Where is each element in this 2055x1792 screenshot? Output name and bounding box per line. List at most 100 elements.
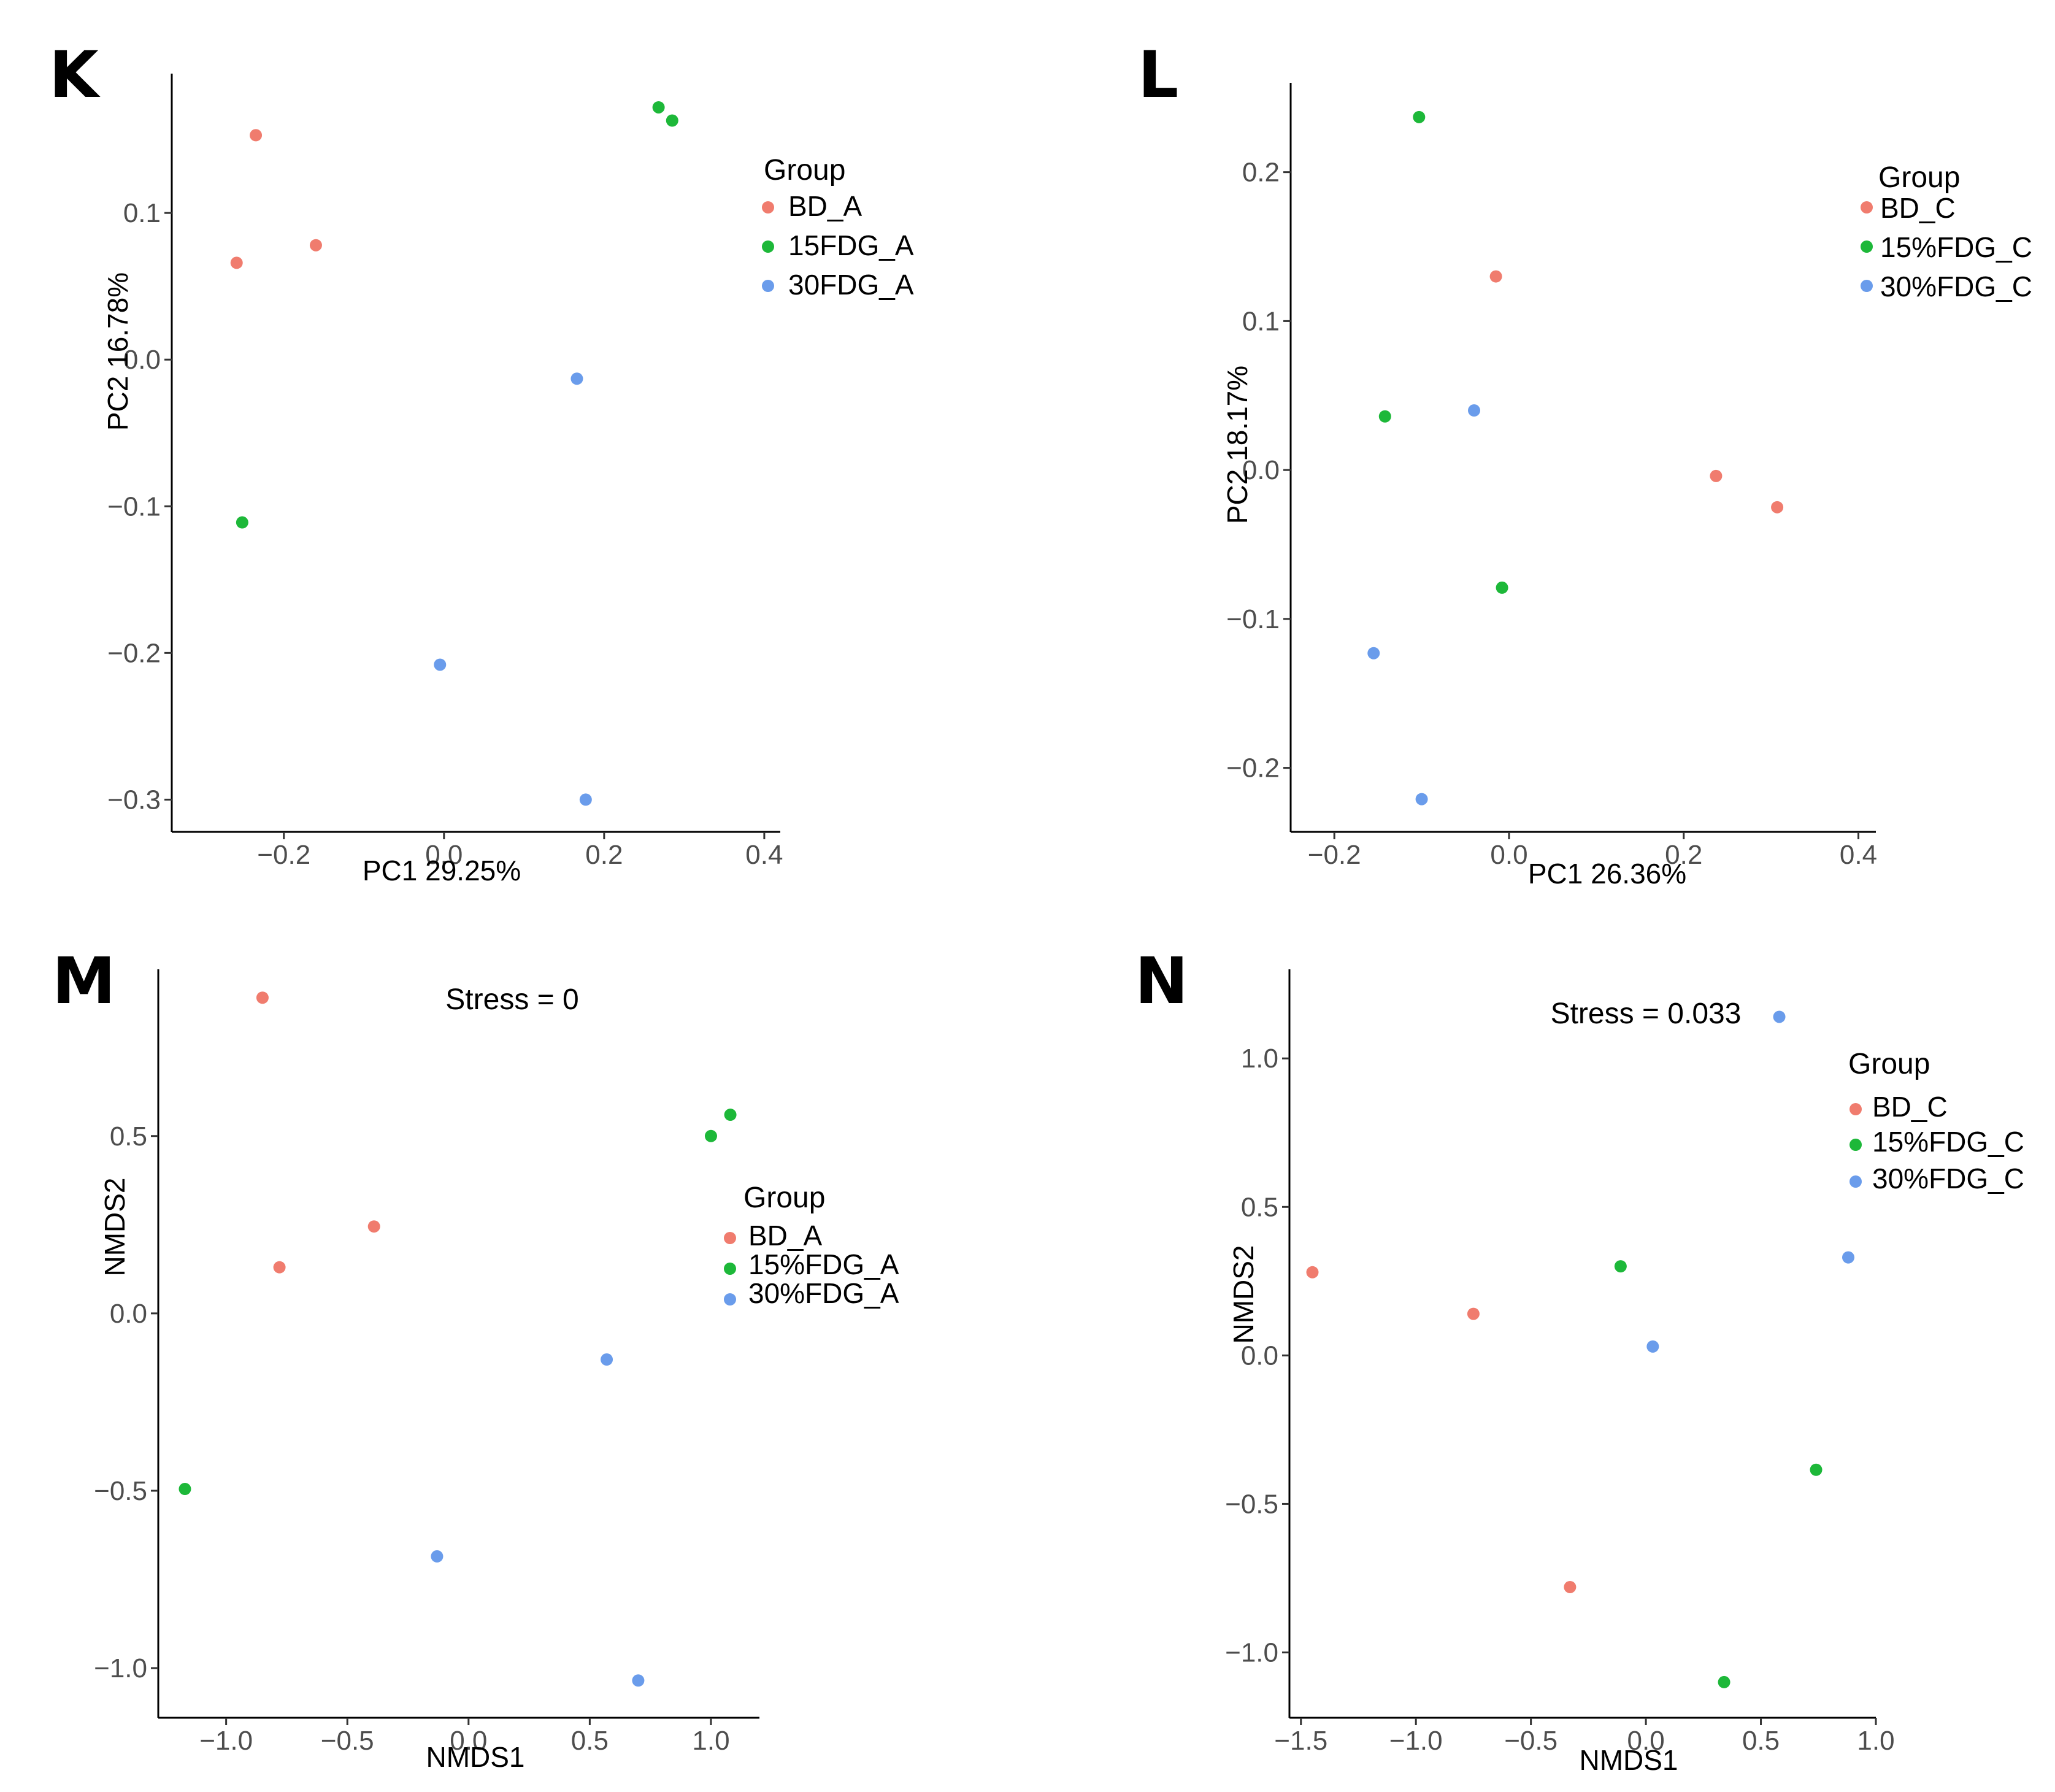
data-point-bd xyxy=(1564,1580,1577,1593)
x-tick-label: 0.2 xyxy=(585,840,623,870)
data-points xyxy=(230,101,678,806)
x-tick-label: −0.2 xyxy=(1308,840,1361,870)
axes: −0.2 0.0 0.2 0.4 0.1 0.0 −0.1 −0.2 −0.3 xyxy=(107,74,783,870)
legend-title: Group xyxy=(743,1182,825,1214)
panel-n: N −1.5 −1.0 −0.5 0.0 0.5 1.0 1.0 0.5 0.0 −0.5 −1.0… xyxy=(1135,944,2024,1776)
panel-letter: M xyxy=(52,944,116,1018)
legend-key-30fdg xyxy=(724,1293,736,1306)
legend-key-15fdg xyxy=(724,1263,736,1275)
legend-title: Group xyxy=(1878,161,1960,194)
panel-letter: N xyxy=(1135,944,1188,1018)
x-tick-label: −0.5 xyxy=(321,1726,374,1756)
data-point-bd xyxy=(230,256,243,269)
legend-label: 30%FDG_C xyxy=(1872,1163,2024,1194)
data-point-fdg30 xyxy=(1773,1010,1786,1023)
y-tick-label: 0.5 xyxy=(1241,1192,1278,1222)
data-point-bd xyxy=(309,239,322,252)
y-tick-label: 0.0 xyxy=(123,345,161,375)
y-tick-label: 0.1 xyxy=(123,198,161,228)
panel-letter: L xyxy=(1138,37,1178,112)
x-tick-label: 0.4 xyxy=(745,840,783,870)
data-point-fdg30 xyxy=(431,1550,444,1563)
x-tick-label: 1.0 xyxy=(1857,1726,1894,1756)
panel-k: K −0.2 0.0 0.2 0.4 0.1 0.0 −0.1 −0.2 −0.3 PC1 29… xyxy=(49,37,914,886)
legend-key-15fdg xyxy=(1861,240,1873,253)
legend-key-15fdg xyxy=(762,240,774,253)
data-point-bd xyxy=(1467,1307,1480,1320)
x-tick-label: 1.0 xyxy=(692,1726,729,1756)
data-point-fdg30 xyxy=(1646,1340,1659,1353)
data-point-fdg15 xyxy=(724,1109,737,1121)
y-tick-label: 0.0 xyxy=(1242,455,1280,485)
legend-key-30fdg xyxy=(762,280,774,292)
legend-label: 30FDG_A xyxy=(788,269,914,301)
x-axis-title: NMDS1 xyxy=(426,1741,524,1773)
stress-label: Stress = 0.033 xyxy=(1551,998,1742,1030)
x-axis-title: PC1 29.25% xyxy=(363,855,521,886)
data-point-bd xyxy=(367,1220,380,1233)
y-axis-title: PC2 18.17% xyxy=(1221,366,1253,524)
data-points xyxy=(1306,1010,1855,1688)
legend-key-15fdg xyxy=(1849,1139,1862,1151)
legend-key-bd xyxy=(762,201,774,213)
legend: Group BD_A 15FDG_A 30FDG_A xyxy=(762,154,914,301)
y-tick-label: 1.0 xyxy=(1241,1044,1278,1074)
legend-label: 15%FDG_C xyxy=(1872,1126,2024,1158)
legend-label: BD_A xyxy=(788,190,862,222)
legend-key-bd xyxy=(724,1232,736,1244)
y-tick-label: −0.1 xyxy=(107,491,161,521)
x-tick-label: 0.5 xyxy=(571,1726,609,1756)
y-tick-label: −0.1 xyxy=(1226,604,1280,634)
data-point-fdg15 xyxy=(704,1129,717,1142)
data-point-fdg30 xyxy=(1842,1251,1855,1264)
data-point-fdg15 xyxy=(1496,581,1508,594)
x-tick-label: 0.0 xyxy=(1490,840,1527,870)
y-tick-label: −0.5 xyxy=(1225,1489,1278,1519)
data-point-fdg15 xyxy=(236,516,248,529)
legend-label: BD_A xyxy=(748,1220,822,1252)
legend-title: Group xyxy=(1848,1048,1930,1080)
axes: −1.0 −0.5 0.0 0.5 1.0 0.5 0.0 −0.5 −1.0 xyxy=(94,969,759,1756)
y-tick-label: −1.0 xyxy=(1225,1637,1278,1667)
data-point-fdg30 xyxy=(579,793,592,806)
data-point-bd xyxy=(1306,1266,1319,1279)
data-point-fdg15 xyxy=(1718,1675,1730,1688)
y-tick-label: 0.5 xyxy=(110,1121,147,1152)
x-tick-label: −0.2 xyxy=(257,840,310,870)
data-point-fdg15 xyxy=(179,1483,191,1496)
data-point-fdg30 xyxy=(570,372,583,385)
legend-key-30fdg xyxy=(1849,1175,1862,1188)
panel-letter: K xyxy=(49,37,101,112)
axes: −1.5 −1.0 −0.5 0.0 0.5 1.0 1.0 0.5 0.0 −0.5 −1.0 xyxy=(1225,969,1895,1756)
y-tick-label: −0.2 xyxy=(1226,753,1280,783)
x-axis-title: PC1 26.36% xyxy=(1528,858,1686,890)
data-point-fdg15 xyxy=(1413,110,1426,123)
x-tick-label: 0.0 xyxy=(425,840,463,870)
x-tick-label: −1.0 xyxy=(1389,1726,1443,1756)
y-tick-label: −1.0 xyxy=(94,1653,147,1683)
legend-label: 15%FDG_C xyxy=(1880,231,2032,263)
data-point-fdg30 xyxy=(1415,793,1428,806)
y-tick-label: 0.0 xyxy=(110,1299,147,1329)
x-tick-label: 0.0 xyxy=(450,1726,487,1756)
data-points xyxy=(179,991,737,1687)
data-point-bd xyxy=(1489,270,1502,283)
x-axis-title: NMDS1 xyxy=(1579,1744,1678,1776)
data-point-fdg15 xyxy=(666,114,678,127)
panel-m: M −1.0 −0.5 0.0 0.5 1.0 0.5 0.0 −0.5 −1.0 Stress… xyxy=(52,944,899,1773)
data-point-bd xyxy=(1771,501,1784,513)
y-tick-label: 0.0 xyxy=(1241,1340,1278,1371)
legend-key-30fdg xyxy=(1861,280,1873,292)
legend-label: 15FDG_A xyxy=(788,229,914,261)
y-tick-label: 0.2 xyxy=(1242,158,1280,188)
y-tick-label: −0.5 xyxy=(94,1476,147,1506)
data-point-bd xyxy=(273,1261,286,1274)
legend-key-bd xyxy=(1861,201,1873,213)
x-tick-label: −1.0 xyxy=(199,1726,253,1756)
legend: Group BD_C 15%FDG_C 30%FDG_C xyxy=(1861,161,2032,302)
x-tick-label: −1.5 xyxy=(1274,1726,1327,1756)
data-point-fdg30 xyxy=(1367,647,1380,660)
data-point-bd xyxy=(250,129,263,142)
legend-title: Group xyxy=(764,154,845,187)
